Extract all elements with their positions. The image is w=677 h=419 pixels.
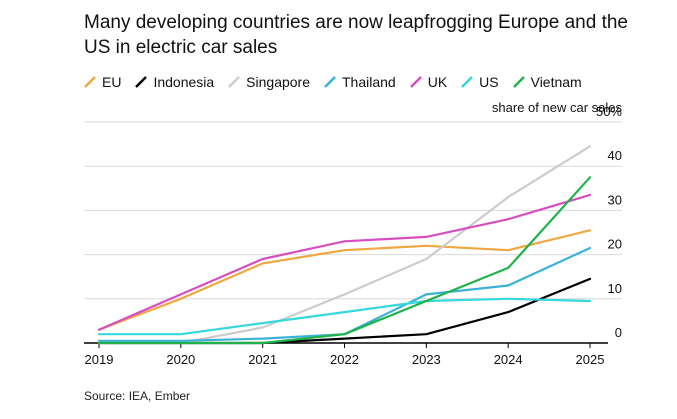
y-axis-label: share of new car sales [492,100,623,115]
legend-swatch-line [409,76,422,88]
legend-item-thailand: Thailand [324,74,396,90]
y-tick-label: 20 [608,237,622,252]
legend-swatch-line [324,76,336,88]
x-tick-label: 2025 [576,352,605,367]
legend-label: UK [427,74,448,90]
legend-label: US [479,74,499,90]
legend-swatch-line [228,76,241,88]
legend-label: EU [102,74,122,90]
chart-title: Many developing countries are now leapfr… [84,12,628,58]
x-tick-label: 2019 [85,352,114,367]
x-tick-label: 2022 [330,352,359,367]
legend-swatch [228,76,241,88]
x-tick-label: 2024 [494,352,523,367]
y-tick-label: 30 [608,192,622,207]
legend-label: Vietnam [530,74,582,90]
legend-swatch [512,76,525,88]
legend-swatch-line [135,76,148,88]
legend: EU Indonesia Singapore Thailand UK US Vietnam [84,73,596,91]
legend-swatch [135,76,148,88]
legend-swatch-line [512,76,525,88]
legend-swatch [324,76,336,88]
series-line-eu [97,229,592,331]
series-line-vietnam [97,176,592,345]
x-tick-label: 2020 [166,352,195,367]
series-line-us [97,297,592,336]
legend-label: Indonesia [153,74,215,90]
source-note: Source: IEA, Ember [84,389,191,403]
legend-label: Singapore [246,74,310,90]
legend-swatch [461,76,474,88]
legend-item-singapore: Singapore [228,74,310,90]
legend-label: Thailand [342,74,396,90]
x-tick-label: 2023 [412,352,441,367]
y-tick-label: 40 [608,148,622,163]
y-tick-label: 0 [615,325,622,340]
legend-swatch [84,76,96,88]
y-tick-label: 50% [596,104,622,119]
legend-item-indonesia: Indonesia [135,74,214,90]
legend-item-us: US [461,74,499,90]
series-line-uk [97,193,592,331]
legend-item-uk: UK [409,74,448,90]
series-line-singapore [97,145,592,345]
legend-swatch-line [461,76,474,88]
legend-swatch-line [84,76,96,88]
y-tick-label: 10 [608,281,622,296]
legend-item-vietnam: Vietnam [512,74,582,90]
x-tick-label: 2021 [248,352,277,367]
legend-item-eu: EU [84,74,121,90]
legend-swatch [409,76,422,88]
